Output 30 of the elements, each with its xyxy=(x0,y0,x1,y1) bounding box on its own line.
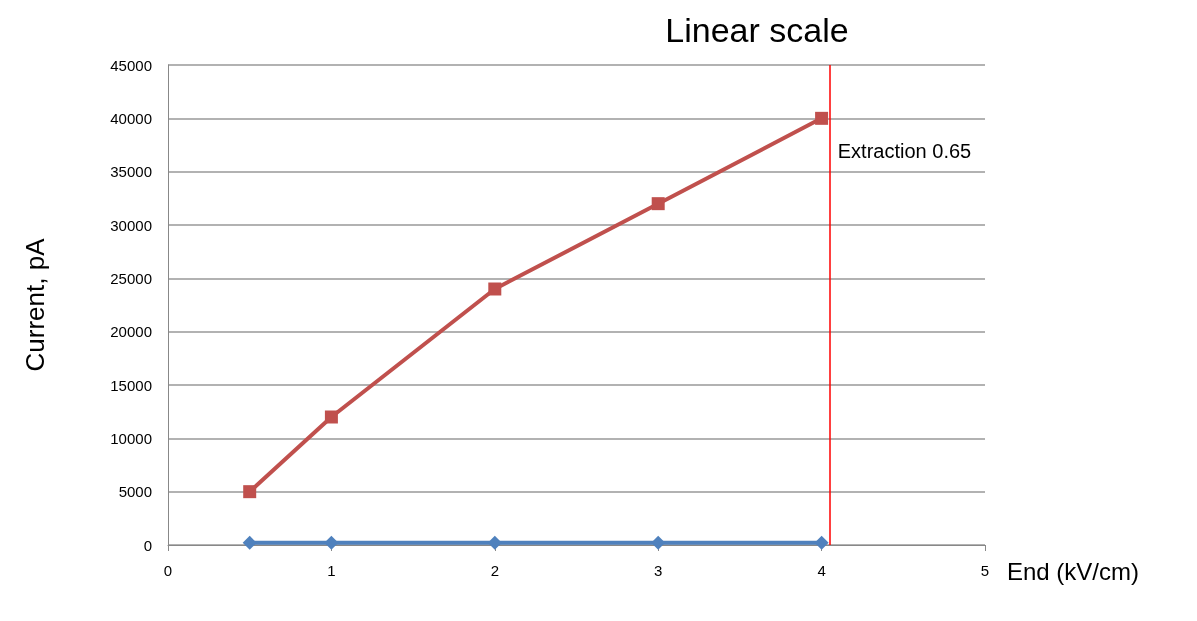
point xyxy=(651,197,665,211)
y-tick-label: 20000 xyxy=(110,323,152,341)
point xyxy=(815,111,829,125)
point xyxy=(243,485,257,499)
point xyxy=(324,410,338,424)
y-tick-label: 45000 xyxy=(110,56,152,74)
y-tick-label: 10000 xyxy=(110,429,152,447)
x-tick-label: 0 xyxy=(163,562,173,579)
x-tick-label: 5 xyxy=(980,562,990,579)
point xyxy=(487,535,502,550)
x-tick-label: 3 xyxy=(654,562,663,579)
y-tick-label: 30000 xyxy=(110,216,152,234)
y-tick-label: 0 xyxy=(143,536,152,554)
point xyxy=(814,535,829,550)
chart-title: Linear scale xyxy=(665,11,849,49)
y-axis-title: Current, pA xyxy=(20,237,50,372)
y-tick-label: 25000 xyxy=(110,269,152,287)
point xyxy=(651,535,666,550)
x-axis-title: End (kV/cm) xyxy=(1007,557,1140,585)
y-tick-label: 40000 xyxy=(110,109,152,127)
y-tick-label: 5000 xyxy=(118,483,152,501)
x-tick-label: 1 xyxy=(327,562,336,579)
x-tick-label: 2 xyxy=(490,562,499,579)
point xyxy=(488,282,502,296)
point xyxy=(242,535,257,550)
x-tick-label: 4 xyxy=(817,562,826,579)
y-tick-label: 35000 xyxy=(110,163,152,181)
y-tick-label: 15000 xyxy=(110,376,152,394)
point xyxy=(324,535,339,550)
ref-line-label: Extraction 0.65 xyxy=(837,140,972,163)
